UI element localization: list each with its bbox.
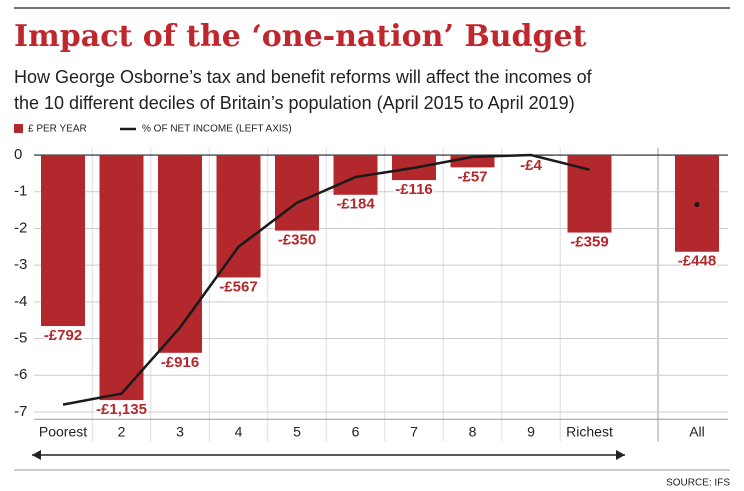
x-tick-label: 8 <box>469 424 477 440</box>
legend-swatch <box>14 124 23 133</box>
x-tick-label: 9 <box>527 424 535 440</box>
value-label: -£567 <box>219 278 257 295</box>
y-tick-label: 0 <box>14 146 22 163</box>
y-tick-label: -2 <box>14 219 27 236</box>
y-tick-label: -6 <box>14 366 27 383</box>
subtitle: the 10 different deciles of Britain’s po… <box>14 93 575 113</box>
line <box>62 153 590 406</box>
x-tick-label: Richest <box>566 424 613 440</box>
subtitle: How George Osborne’s tax and benefit ref… <box>14 67 593 87</box>
y-tick-label: -1 <box>14 183 27 200</box>
y-tick-label: -7 <box>14 403 27 420</box>
legend-label: £ PER YEAR <box>28 124 87 135</box>
x-tick-label: Poorest <box>39 424 87 440</box>
x-tick-label: 2 <box>118 424 126 440</box>
value-label: -£116 <box>395 181 433 198</box>
bar <box>99 155 144 401</box>
x-tick-label: 5 <box>293 424 301 440</box>
x-tick-label: 4 <box>235 424 243 440</box>
x-tick-label: 3 <box>176 424 184 440</box>
value-label: -£792 <box>44 327 82 344</box>
bar <box>41 155 85 327</box>
value-label: -£4 <box>520 157 542 174</box>
y-tick-label: -5 <box>14 330 27 347</box>
value-label: -£350 <box>278 232 316 249</box>
chart-title: Impact of the ‘one-nation’ Budget <box>14 19 587 54</box>
bar <box>158 155 202 353</box>
value-label: -£184 <box>336 196 375 213</box>
value-label: -£916 <box>161 354 199 371</box>
bar <box>275 155 319 231</box>
x-tick-label: All <box>689 424 705 440</box>
x-tick-label: 7 <box>410 424 418 440</box>
value-label: -£1,135 <box>96 401 147 418</box>
source: SOURCE: IFS <box>666 478 730 489</box>
legend-label: % OF NET INCOME (LEFT AXIS) <box>142 124 292 135</box>
value-label: -£57 <box>457 168 487 185</box>
line-point <box>694 202 700 208</box>
bar <box>567 155 612 233</box>
bar <box>216 155 261 278</box>
y-tick-label: -3 <box>14 256 27 273</box>
value-label: -£448 <box>678 253 716 270</box>
x-tick-label: 6 <box>352 424 360 440</box>
y-tick-label: -4 <box>14 293 27 310</box>
value-label: -£359 <box>570 234 608 251</box>
